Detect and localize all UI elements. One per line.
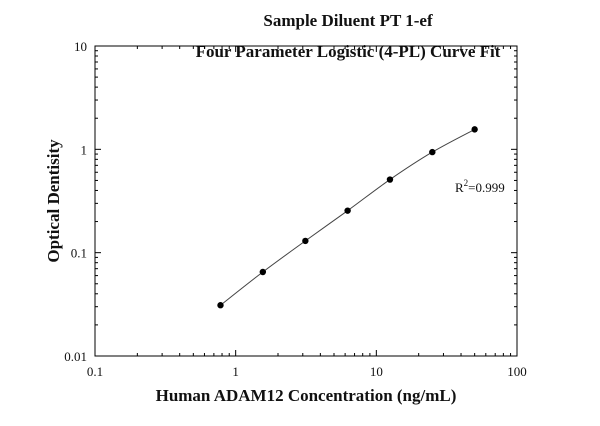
- x-tick-label: 10: [370, 364, 383, 379]
- points-layer: [217, 126, 478, 309]
- data-point: [471, 126, 478, 133]
- y-tick-label: 1: [81, 142, 88, 157]
- r-squared-annotation: R2=0.999: [455, 178, 505, 195]
- data-point: [217, 302, 224, 309]
- data-point: [344, 207, 351, 214]
- chart-title: Sample Diluent PT 1-ef: [263, 11, 433, 30]
- fit-curve-line: [220, 128, 475, 306]
- y-tick-label: 0.01: [64, 349, 87, 364]
- y-tick-label: 10: [74, 39, 87, 54]
- y-axis-label: Optical Dentisity: [44, 139, 63, 263]
- x-tick-label: 1: [232, 364, 239, 379]
- x-axis-label: Human ADAM12 Concentration (ng/mL): [156, 386, 457, 405]
- data-point: [429, 148, 436, 156]
- data-point: [386, 176, 394, 183]
- x-tick-label: 100: [507, 364, 527, 379]
- data-point: [259, 268, 267, 276]
- chart-subtitle: Four Parameter Logistic (4-PL) Curve Fit: [196, 42, 501, 61]
- data-point: [302, 237, 309, 245]
- y-tick-label: 0.1: [71, 246, 87, 261]
- x-tick-label: 0.1: [87, 364, 103, 379]
- fit-curve-layer: [220, 128, 475, 306]
- plot-area-frame: [94, 45, 518, 357]
